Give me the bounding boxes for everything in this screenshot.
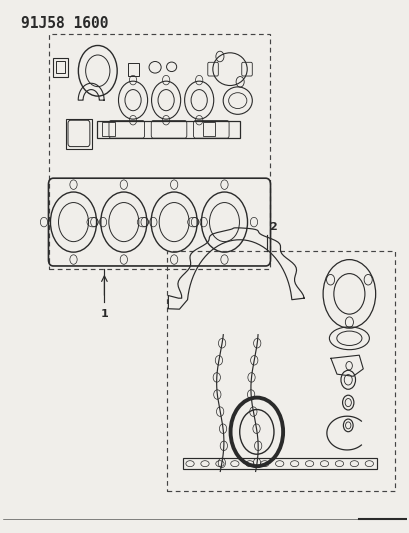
Bar (66, 119, 92, 149)
Bar (127, 63, 139, 76)
Bar (182, 458, 376, 469)
Bar (166, 251, 394, 491)
Text: 91J58 1600: 91J58 1600 (21, 16, 108, 31)
Text: 1: 1 (100, 309, 108, 319)
Bar (52, 58, 68, 77)
Bar (49, 35, 269, 269)
Bar (202, 123, 214, 136)
Bar (102, 123, 114, 136)
Text: 2: 2 (269, 222, 276, 232)
Bar (56, 61, 65, 73)
Bar (97, 120, 239, 138)
